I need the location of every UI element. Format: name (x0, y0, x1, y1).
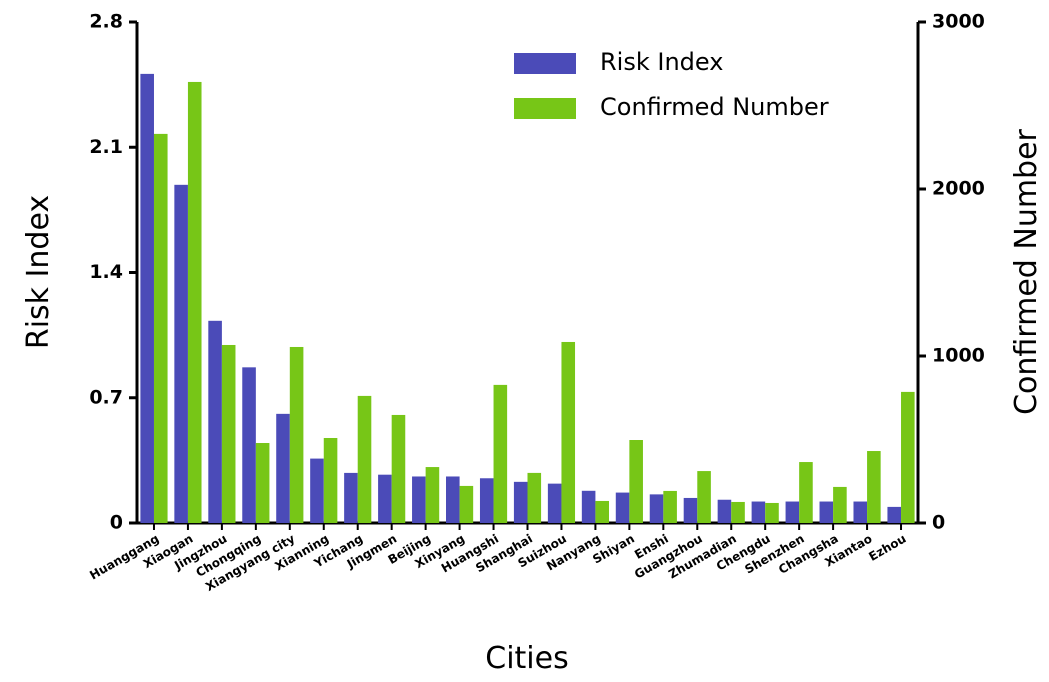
bar (819, 501, 834, 523)
legend-swatch (514, 53, 576, 74)
bar (887, 506, 902, 523)
bar (221, 344, 236, 523)
bar (731, 501, 745, 523)
bar (323, 437, 338, 523)
y-tick-label: 1.4 (89, 261, 123, 283)
bar (391, 414, 406, 523)
bar (276, 413, 290, 523)
x-axis-title: Cities (485, 641, 568, 676)
y-axis-title: Risk Index (21, 195, 56, 349)
bar (615, 492, 630, 523)
y-tick-label: 2.1 (89, 136, 123, 158)
bar (208, 320, 222, 523)
bar (242, 367, 256, 523)
bar (717, 499, 732, 523)
bar (378, 474, 392, 523)
bar (412, 476, 426, 523)
bar (853, 501, 868, 523)
legend-label: Risk Index (600, 48, 723, 76)
y2-tick-label: 3000 (932, 11, 985, 33)
bar (901, 391, 915, 523)
bar (357, 395, 372, 523)
bar (751, 501, 766, 523)
y2-axis-title: Confirmed Number (1009, 128, 1044, 414)
bar (649, 494, 664, 523)
bar (765, 502, 779, 523)
y2-tick-label: 2000 (932, 178, 985, 200)
bar (561, 341, 576, 523)
bar (799, 462, 813, 523)
bar (785, 501, 800, 523)
bar (140, 73, 154, 523)
bar (663, 490, 677, 523)
bar (867, 451, 881, 523)
y-tick-label: 2.8 (89, 11, 123, 33)
bar (425, 467, 440, 523)
bar (629, 440, 643, 523)
y2-tick-label: 1000 (932, 345, 985, 367)
x-tick-label: Ezhou (866, 531, 908, 563)
bar (697, 471, 711, 523)
bar (310, 458, 324, 523)
bar (479, 478, 494, 523)
bar (527, 472, 542, 523)
bar (187, 81, 202, 523)
bar (344, 472, 358, 523)
bar (595, 500, 609, 523)
bar (493, 384, 508, 523)
bar (547, 483, 562, 523)
bar (289, 346, 304, 523)
y-tick-label: 0.7 (89, 386, 123, 408)
bar (833, 486, 847, 523)
bar (153, 133, 168, 523)
legend-label: Confirmed Number (600, 93, 829, 121)
bar (174, 184, 188, 523)
bar (446, 476, 460, 523)
bar (683, 497, 698, 523)
bar (581, 490, 596, 523)
y2-tick-label: 0 (932, 512, 945, 534)
y-tick-label: 0 (110, 512, 123, 534)
bar (459, 485, 474, 523)
bar (513, 481, 528, 523)
bar (255, 443, 270, 523)
legend-swatch (514, 98, 576, 119)
